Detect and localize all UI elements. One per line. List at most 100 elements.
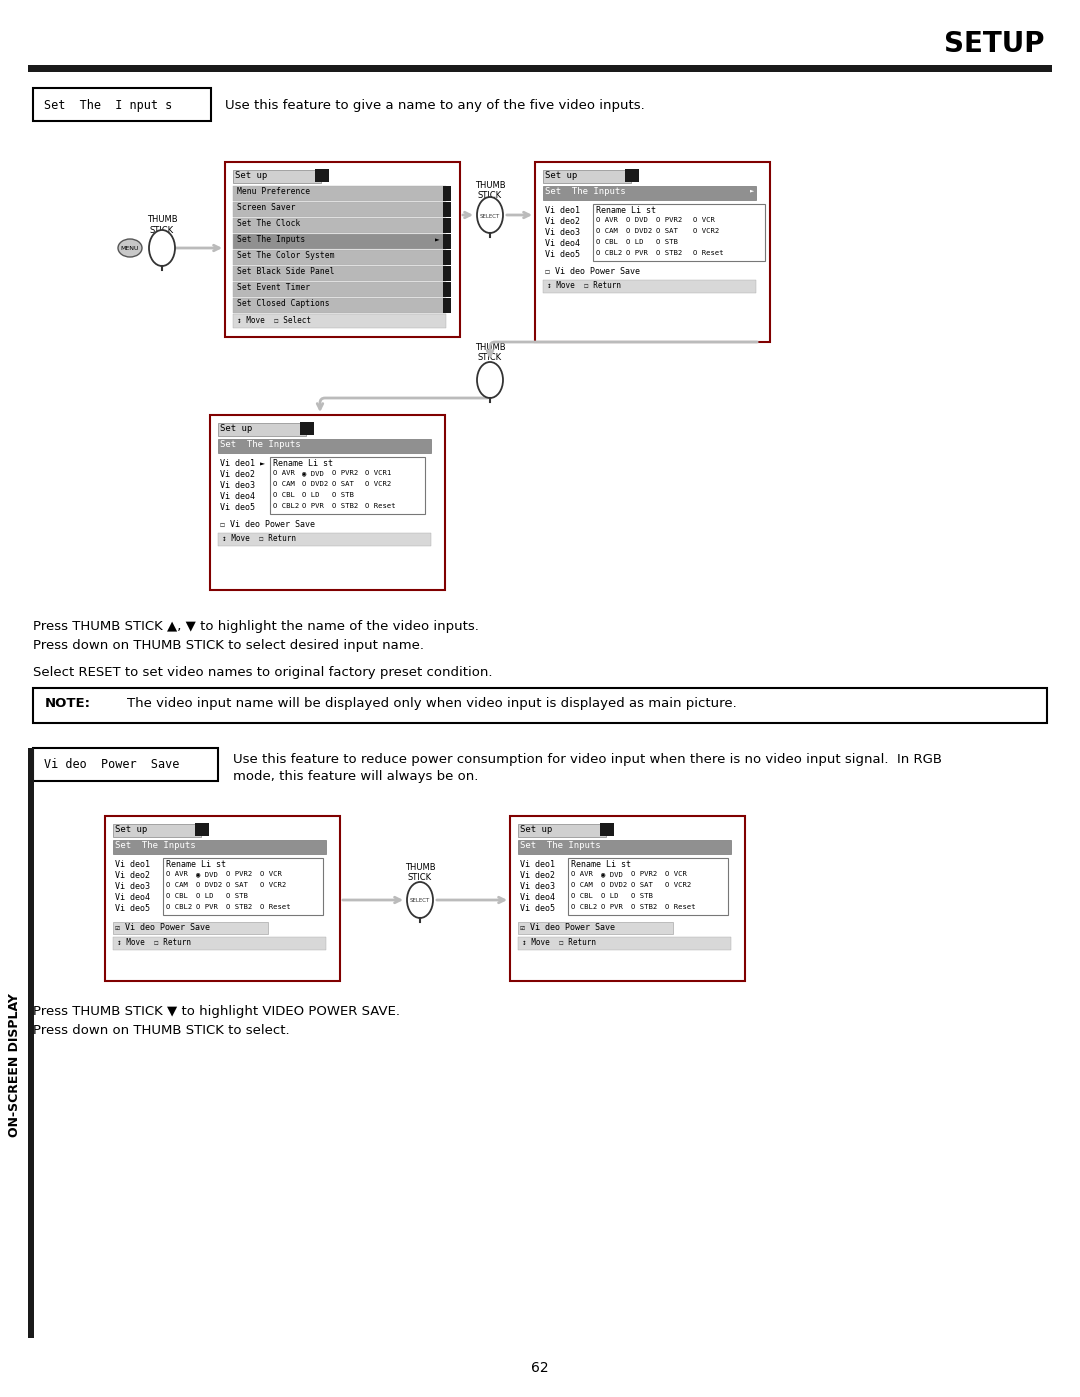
- Text: Vi deo5: Vi deo5: [220, 503, 255, 511]
- Bar: [518, 840, 731, 854]
- Text: THUMB
STICK: THUMB STICK: [405, 862, 435, 882]
- Bar: [315, 169, 329, 182]
- Text: O DVD2: O DVD2: [302, 481, 328, 488]
- Bar: [163, 858, 323, 915]
- Bar: [233, 203, 446, 217]
- Text: Press down on THUMB STICK to select desired input name.: Press down on THUMB STICK to select desi…: [33, 638, 424, 652]
- Bar: [113, 937, 326, 950]
- Text: ◉ DVD: ◉ DVD: [195, 870, 218, 877]
- Text: Vi deo5: Vi deo5: [114, 904, 150, 914]
- Bar: [300, 422, 314, 434]
- Text: ►: ►: [750, 187, 754, 193]
- Text: ☐ Vi deo Power Save: ☐ Vi deo Power Save: [545, 267, 640, 277]
- Text: O PVR: O PVR: [302, 503, 324, 509]
- Text: Vi deo3: Vi deo3: [220, 481, 255, 490]
- Text: Vi deo2: Vi deo2: [545, 217, 580, 226]
- Text: ↕ Move  ☐ Return: ↕ Move ☐ Return: [522, 937, 596, 947]
- Text: ON-SCREEN DISPLAY: ON-SCREEN DISPLAY: [9, 993, 22, 1137]
- Text: O PVR2: O PVR2: [332, 469, 359, 476]
- Text: O SAT: O SAT: [631, 882, 653, 888]
- Text: O STB2: O STB2: [332, 503, 359, 509]
- Bar: [105, 816, 340, 981]
- Text: Vi deo2: Vi deo2: [220, 469, 255, 479]
- Text: O AVR: O AVR: [166, 870, 188, 877]
- Text: NOTE:: NOTE:: [45, 697, 91, 710]
- Bar: [113, 824, 201, 837]
- Text: O VCR: O VCR: [693, 217, 715, 224]
- Text: SELECT: SELECT: [480, 214, 500, 218]
- Text: O CBL: O CBL: [571, 893, 593, 900]
- Text: Vi deo5: Vi deo5: [545, 250, 580, 258]
- Text: O DVD2: O DVD2: [195, 882, 222, 888]
- Text: O VCR: O VCR: [260, 870, 282, 877]
- Text: O LD: O LD: [626, 239, 644, 244]
- Bar: [518, 922, 673, 935]
- Text: O PVR2: O PVR2: [656, 217, 683, 224]
- Text: O CBL: O CBL: [166, 893, 188, 900]
- Text: The video input name will be displayed only when video input is displayed as mai: The video input name will be displayed o…: [110, 697, 737, 710]
- Text: Rename Li st: Rename Li st: [273, 460, 333, 468]
- Bar: [443, 265, 451, 281]
- Text: Vi deo4: Vi deo4: [114, 893, 150, 902]
- Text: Vi deo2: Vi deo2: [519, 870, 555, 880]
- Text: Vi deo3: Vi deo3: [545, 228, 580, 237]
- Text: ↕ Move  ☐ Select: ↕ Move ☐ Select: [237, 316, 311, 326]
- Text: THUMB
STICK: THUMB STICK: [147, 215, 177, 235]
- Text: O VCR: O VCR: [665, 870, 687, 877]
- Text: O SAT: O SAT: [656, 228, 678, 235]
- Ellipse shape: [477, 197, 503, 233]
- Bar: [233, 250, 446, 265]
- Text: ↕ Move  ☐ Return: ↕ Move ☐ Return: [546, 281, 621, 291]
- Text: O CBL2: O CBL2: [571, 904, 597, 909]
- Text: Set Black Side Panel: Set Black Side Panel: [237, 267, 335, 277]
- Text: Vi deo1: Vi deo1: [545, 205, 580, 215]
- Text: Set The Clock: Set The Clock: [237, 219, 300, 229]
- Text: O Reset: O Reset: [693, 250, 724, 256]
- Text: O LD: O LD: [600, 893, 619, 900]
- Text: O STB: O STB: [656, 239, 678, 244]
- Text: Vi deo4: Vi deo4: [545, 239, 580, 249]
- Text: Set up: Set up: [220, 425, 253, 433]
- Text: Set  The Inputs: Set The Inputs: [220, 440, 300, 448]
- Text: Vi deo3: Vi deo3: [114, 882, 150, 891]
- Text: Set The Inputs: Set The Inputs: [237, 236, 306, 244]
- Bar: [33, 747, 218, 781]
- Text: Vi deo4: Vi deo4: [220, 492, 255, 502]
- Text: Vi deo5: Vi deo5: [519, 904, 555, 914]
- Text: O VCR1: O VCR1: [365, 469, 391, 476]
- Text: O STB: O STB: [226, 893, 248, 900]
- Text: O VCR2: O VCR2: [665, 882, 691, 888]
- Text: O PVR: O PVR: [195, 904, 218, 909]
- Bar: [535, 162, 770, 342]
- Bar: [218, 423, 306, 436]
- Text: O PVR2: O PVR2: [631, 870, 658, 877]
- Text: ☐ Vi deo Power Save: ☐ Vi deo Power Save: [220, 520, 315, 529]
- Text: Set  The  I nput s: Set The I nput s: [44, 99, 172, 112]
- Text: SELECT: SELECT: [410, 898, 430, 904]
- Text: SETUP: SETUP: [945, 29, 1045, 59]
- Bar: [233, 298, 446, 313]
- Text: ☑ Vi deo Power Save: ☑ Vi deo Power Save: [519, 923, 615, 932]
- Bar: [543, 279, 756, 293]
- Text: O PVR: O PVR: [600, 904, 623, 909]
- Text: O STB2: O STB2: [656, 250, 683, 256]
- Bar: [510, 816, 745, 981]
- Bar: [443, 186, 451, 201]
- Text: O VCR2: O VCR2: [693, 228, 719, 235]
- Text: O STB2: O STB2: [226, 904, 253, 909]
- Text: Set Closed Captions: Set Closed Captions: [237, 299, 329, 309]
- Ellipse shape: [407, 882, 433, 918]
- Bar: [443, 250, 451, 265]
- Bar: [233, 170, 321, 183]
- Text: Rename Li st: Rename Li st: [596, 205, 656, 215]
- Text: 62: 62: [531, 1361, 549, 1375]
- Text: Use this feature to reduce power consumption for video input when there is no vi: Use this feature to reduce power consump…: [233, 753, 942, 766]
- Text: O CAM: O CAM: [571, 882, 593, 888]
- Text: ◉ DVD: ◉ DVD: [600, 870, 623, 877]
- Text: O STB2: O STB2: [631, 904, 658, 909]
- Text: O CBL: O CBL: [273, 492, 295, 497]
- Text: Set  The Inputs: Set The Inputs: [545, 187, 625, 196]
- Text: O PVR: O PVR: [626, 250, 648, 256]
- Text: THUMB
STICK: THUMB STICK: [475, 180, 505, 200]
- Bar: [195, 823, 210, 835]
